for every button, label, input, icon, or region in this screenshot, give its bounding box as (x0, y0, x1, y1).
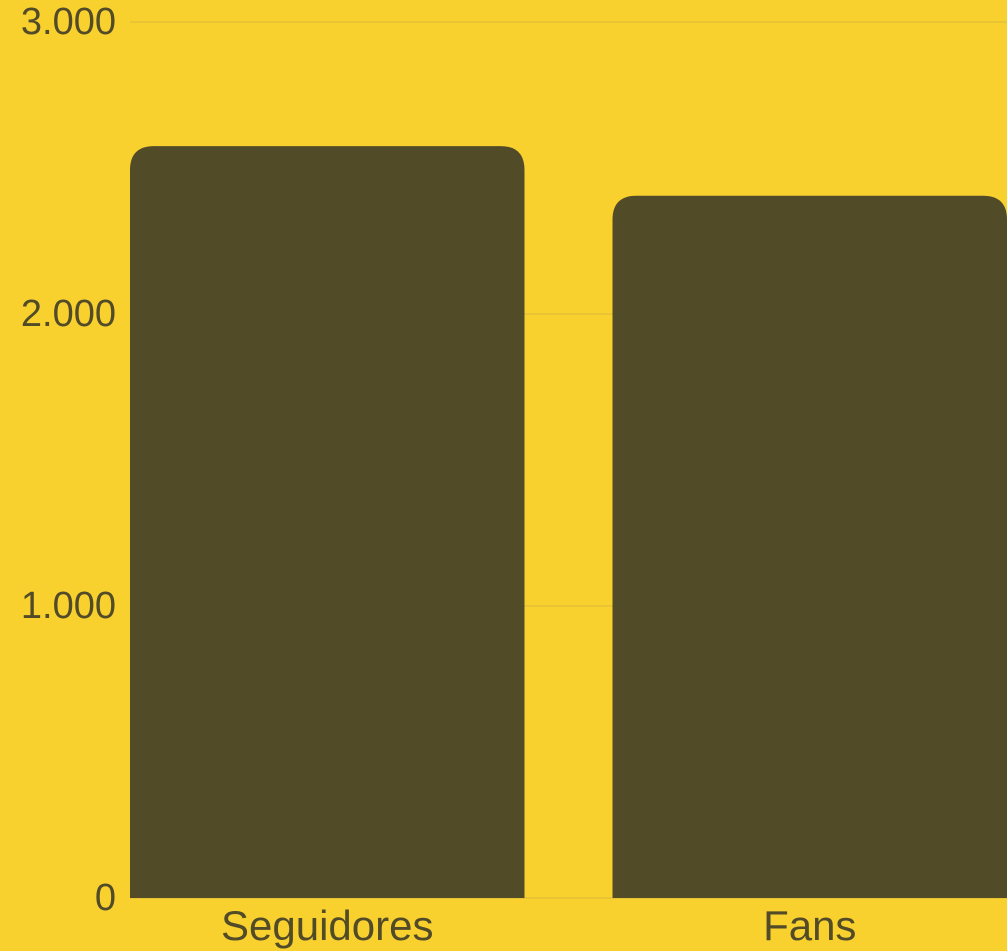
y-tick-label: 1.000 (21, 585, 116, 627)
category-label: Seguidores (221, 902, 433, 949)
y-tick-label: 0 (95, 877, 116, 919)
y-axis-tick-labels: 0 1.000 2.000 3.000 (21, 1, 116, 919)
x-axis-category-labels: Seguidores Fans (221, 902, 856, 949)
bar-seguidores (130, 146, 525, 899)
y-tick-label: 2.000 (21, 293, 116, 335)
y-tick-label: 3.000 (21, 1, 116, 43)
bars (130, 146, 1007, 899)
category-label: Fans (763, 902, 856, 949)
bar-fans (612, 195, 1007, 899)
